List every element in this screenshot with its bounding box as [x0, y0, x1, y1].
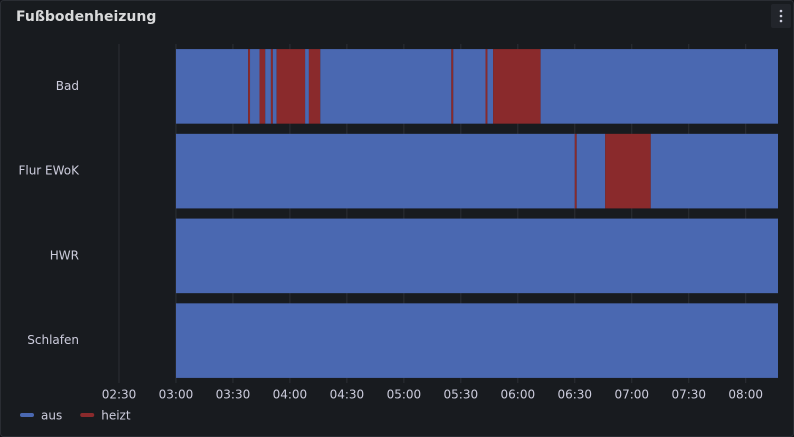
state-segment	[576, 133, 606, 209]
panel-title: Fußbodenheizung	[16, 9, 156, 25]
state-segment	[605, 133, 651, 209]
state-segment	[250, 49, 260, 124]
state-segment	[248, 49, 251, 124]
x-tick-label: 04:00	[273, 388, 308, 402]
legend-swatch	[20, 413, 34, 417]
menu-dot	[779, 9, 783, 13]
state-segment	[320, 49, 452, 124]
state-segment	[270, 49, 273, 124]
state-segment	[453, 49, 486, 124]
state-segment	[259, 49, 266, 124]
state-segment	[487, 49, 494, 124]
row-label: HWR	[50, 248, 79, 262]
row-label: Flur EWoK	[18, 164, 80, 178]
state-segment	[276, 49, 306, 124]
state-segment	[540, 49, 778, 124]
state-segment	[574, 133, 577, 209]
menu-dot	[779, 19, 783, 23]
menu-dot	[779, 14, 783, 18]
state-segment	[175, 303, 779, 378]
x-tick-label: 03:00	[159, 388, 194, 402]
x-tick-label: 06:30	[557, 388, 592, 402]
x-tick-label: 07:00	[614, 388, 649, 402]
legend-label: heizt	[101, 409, 131, 423]
x-tick-label: 05:00	[387, 388, 422, 402]
x-tick-label: 06:00	[501, 388, 536, 402]
x-tick-label: 03:30	[216, 388, 251, 402]
state-segment	[305, 49, 309, 124]
state-segment	[308, 49, 321, 124]
row-label: Bad	[56, 79, 79, 93]
state-segment	[175, 49, 249, 124]
x-tick-label: 07:30	[671, 388, 706, 402]
x-tick-label: 02:30	[102, 388, 137, 402]
state-segment	[272, 49, 277, 124]
x-tick-label: 04:30	[330, 388, 365, 402]
row-label: Schlafen	[27, 333, 79, 347]
state-segment	[265, 49, 271, 124]
state-segment	[451, 49, 454, 124]
state-segment	[175, 218, 779, 294]
legend-swatch	[80, 413, 95, 417]
state-segment	[650, 133, 778, 209]
state-segment	[485, 49, 488, 124]
x-tick-label: 08:00	[728, 388, 763, 402]
state-segment	[175, 133, 575, 209]
x-tick-label: 05:30	[444, 388, 479, 402]
legend-label: aus	[41, 409, 62, 423]
state-segment	[493, 49, 541, 124]
